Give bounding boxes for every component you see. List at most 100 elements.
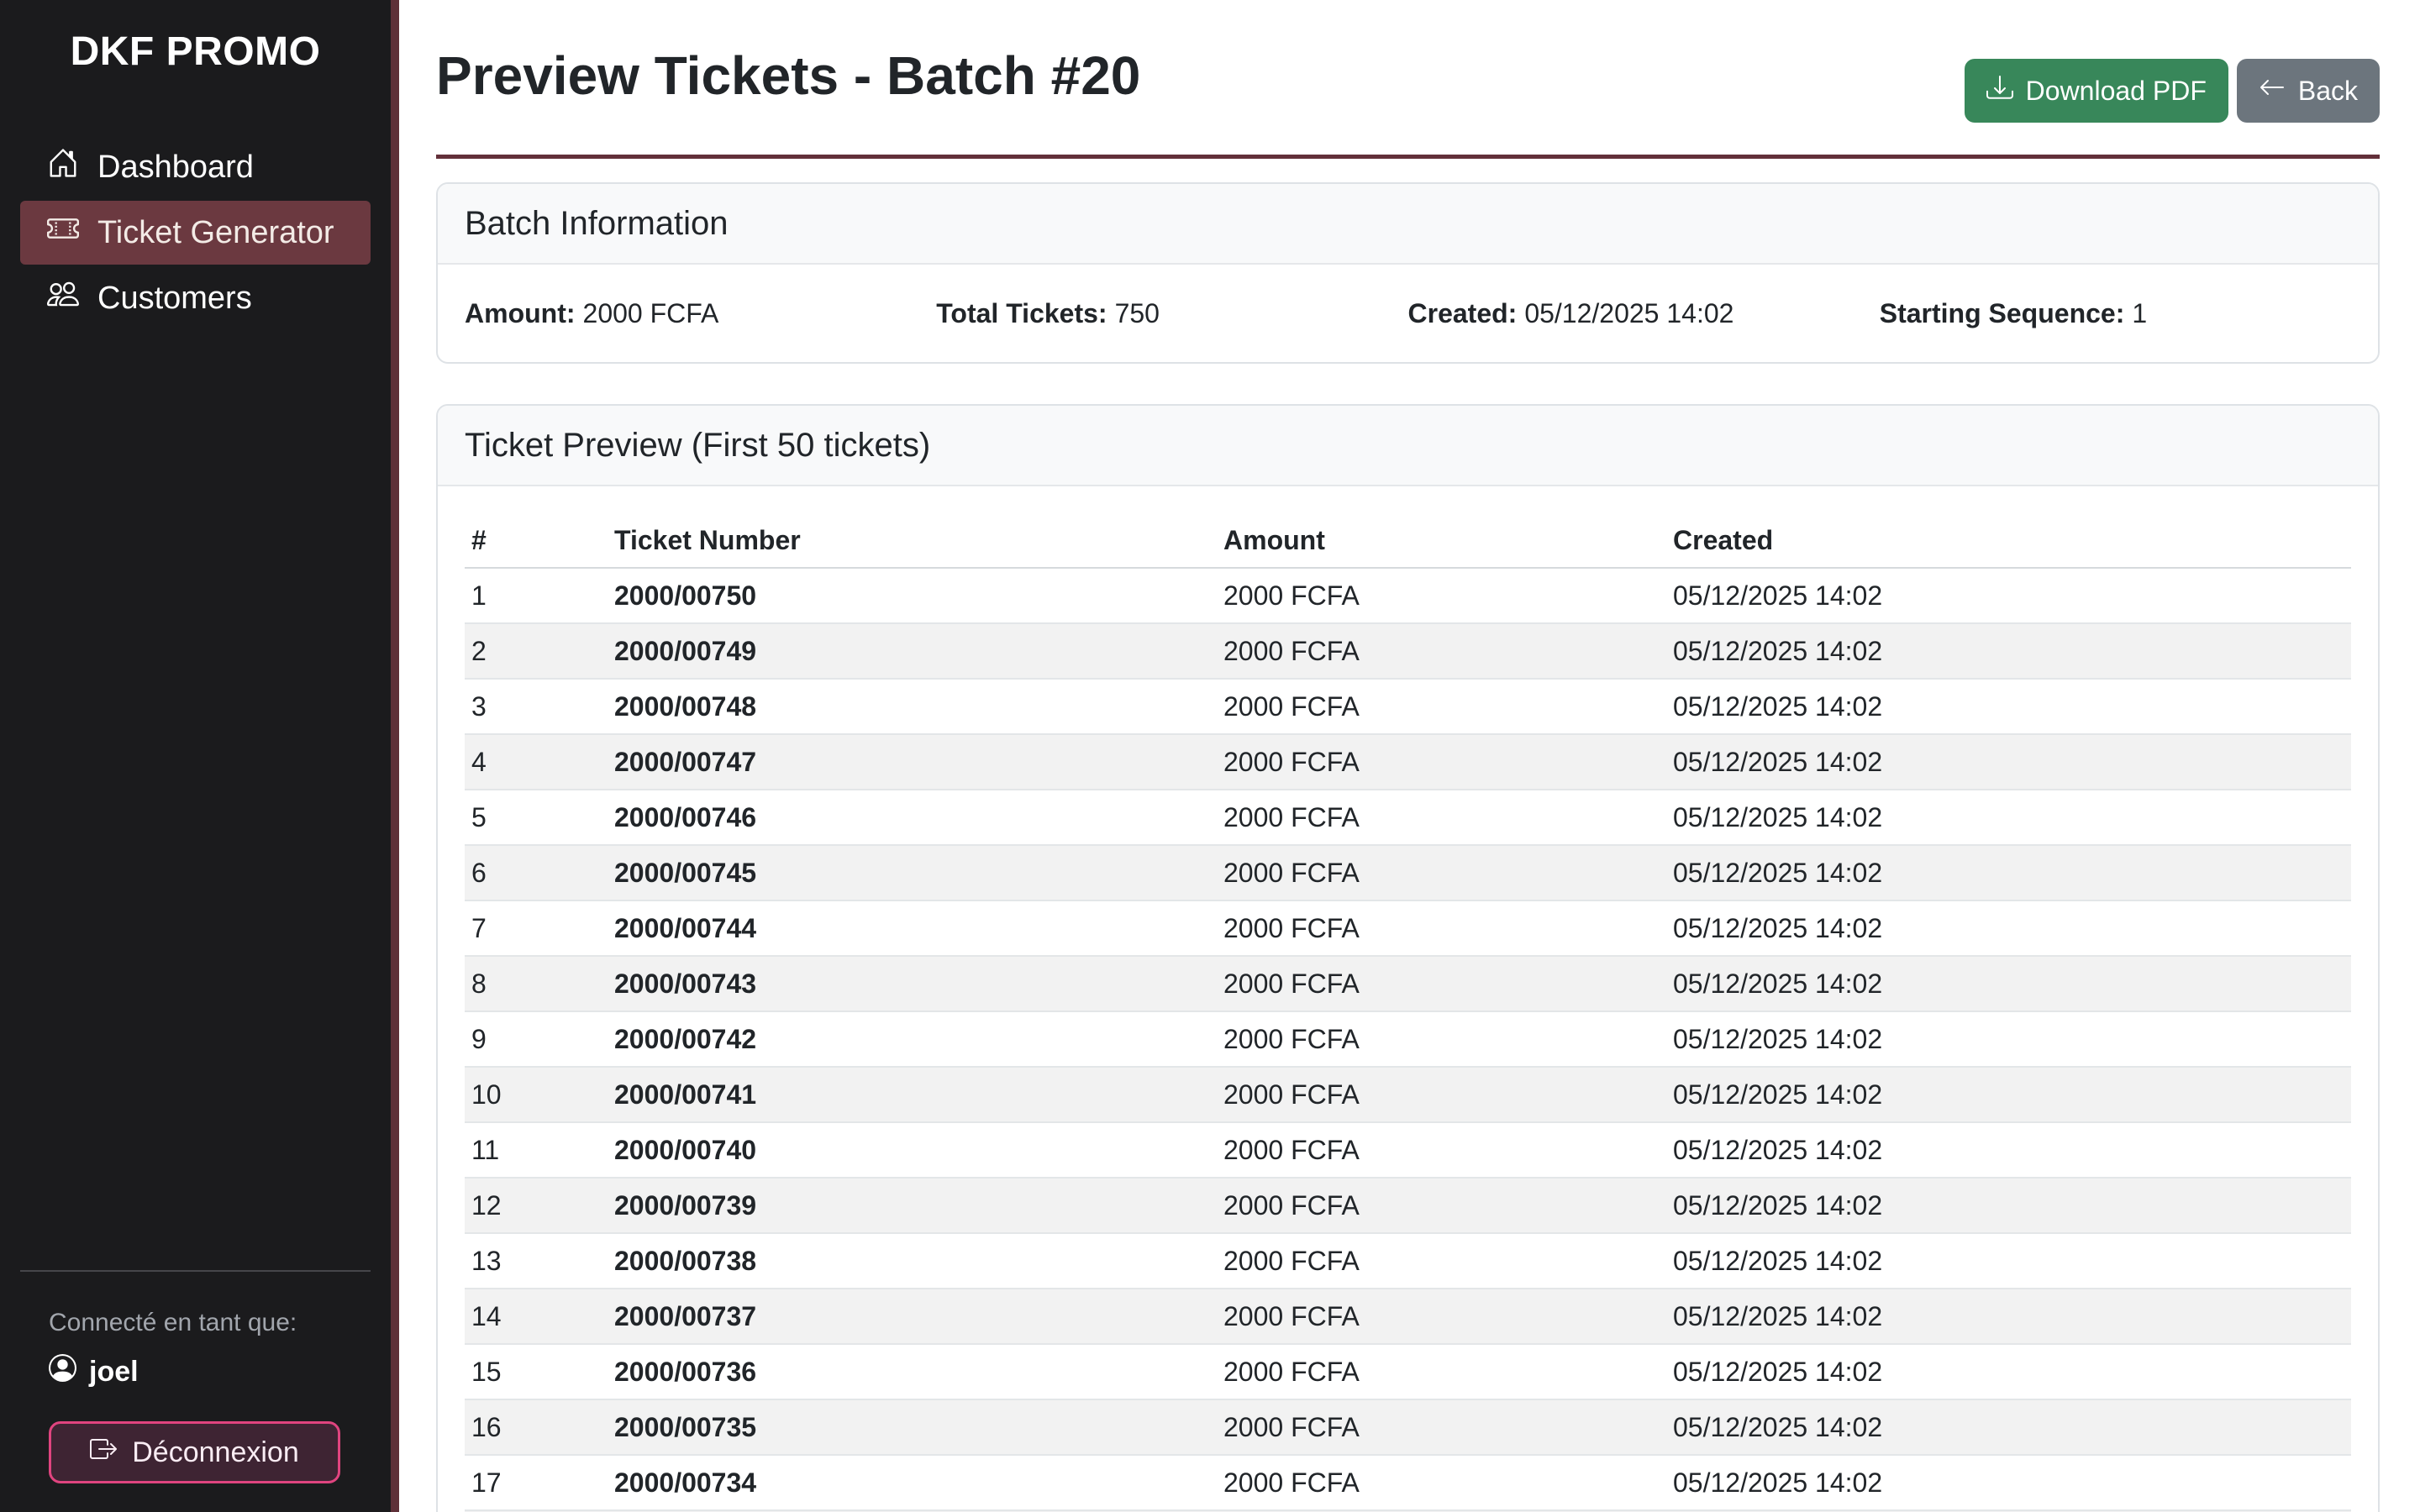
sidebar-item-customers[interactable]: Customers bbox=[20, 266, 371, 330]
table-row: 3 2000/00748 2000 FCFA 05/12/2025 14:02 bbox=[465, 679, 2351, 735]
sidebar-nav: Dashboard Ticket Generator Customers bbox=[0, 135, 391, 330]
amount-cell: 2000 FCFA bbox=[1217, 1510, 1666, 1512]
page-title: Preview Tickets - Batch #20 bbox=[436, 45, 1141, 106]
row-index-cell: 7 bbox=[465, 900, 608, 957]
batch-card-title: Batch Information bbox=[438, 184, 2378, 265]
batch-field: Starting Sequence: 1 bbox=[1880, 293, 2351, 333]
amount-cell: 2000 FCFA bbox=[1217, 623, 1666, 680]
batch-field: Amount: 2000 FCFA bbox=[465, 293, 936, 333]
created-cell: 05/12/2025 14:02 bbox=[1666, 956, 2351, 1012]
download-pdf-button[interactable]: Download PDF bbox=[1964, 59, 2228, 123]
col-header-amount: Amount bbox=[1217, 513, 1666, 569]
amount-cell: 2000 FCFA bbox=[1217, 900, 1666, 957]
created-cell: 05/12/2025 14:02 bbox=[1666, 1344, 2351, 1400]
batch-field: Created: 05/12/2025 14:02 bbox=[1408, 293, 1880, 333]
sidebar-divider bbox=[20, 1270, 371, 1272]
page-header: Preview Tickets - Batch #20 Download PDF… bbox=[436, 44, 2380, 123]
table-header-row: # Ticket Number Amount Created bbox=[465, 513, 2351, 569]
amount-cell: 2000 FCFA bbox=[1217, 1455, 1666, 1511]
created-cell: 05/12/2025 14:02 bbox=[1666, 1067, 2351, 1123]
ticket-number-cell: 2000/00744 bbox=[608, 900, 1217, 957]
batch-field-label: Starting Sequence: bbox=[1879, 298, 2125, 328]
row-index-cell: 17 bbox=[465, 1455, 608, 1511]
sidebar-item-label: Ticket Generator bbox=[97, 214, 334, 250]
ticket-number-cell: 2000/00749 bbox=[608, 623, 1217, 680]
ticket-number-cell: 2000/00748 bbox=[608, 679, 1217, 735]
created-cell: 05/12/2025 14:02 bbox=[1666, 1011, 2351, 1068]
col-header-created: Created bbox=[1666, 513, 2351, 569]
sidebar-footer: Connecté en tant que: joel Déconnexion bbox=[0, 1270, 391, 1512]
created-cell: 05/12/2025 14:02 bbox=[1666, 1510, 2351, 1512]
row-index-cell: 16 bbox=[465, 1399, 608, 1456]
username: joel bbox=[89, 1355, 139, 1388]
amount-cell: 2000 FCFA bbox=[1217, 1344, 1666, 1400]
ticket-number-cell: 2000/00742 bbox=[608, 1011, 1217, 1068]
ticket-number-cell: 2000/00741 bbox=[608, 1067, 1217, 1123]
table-row: 4 2000/00747 2000 FCFA 05/12/2025 14:02 bbox=[465, 734, 2351, 790]
amount-cell: 2000 FCFA bbox=[1217, 1067, 1666, 1123]
created-cell: 05/12/2025 14:02 bbox=[1666, 1178, 2351, 1234]
back-button[interactable]: Back bbox=[2236, 59, 2380, 123]
ticket-number-cell: 2000/00740 bbox=[608, 1122, 1217, 1179]
ticket-number-cell: 2000/00734 bbox=[608, 1455, 1217, 1511]
person-circle-icon bbox=[49, 1354, 76, 1389]
batch-field-value: 750 bbox=[1114, 298, 1160, 328]
row-index-cell: 9 bbox=[465, 1011, 608, 1068]
batch-field-value: 05/12/2025 14:02 bbox=[1524, 298, 1734, 328]
created-cell: 05/12/2025 14:02 bbox=[1666, 679, 2351, 735]
sidebar-item-dashboard[interactable]: Dashboard bbox=[20, 135, 371, 199]
download-icon bbox=[1986, 74, 2013, 108]
amount-cell: 2000 FCFA bbox=[1217, 679, 1666, 735]
amount-cell: 2000 FCFA bbox=[1217, 1233, 1666, 1289]
table-row: 10 2000/00741 2000 FCFA 05/12/2025 14:02 bbox=[465, 1067, 2351, 1123]
logout-button[interactable]: Déconnexion bbox=[49, 1421, 340, 1483]
created-cell: 05/12/2025 14:02 bbox=[1666, 1399, 2351, 1456]
amount-cell: 2000 FCFA bbox=[1217, 734, 1666, 790]
ticket-preview-title: Ticket Preview (First 50 tickets) bbox=[438, 406, 2378, 486]
main-content: Preview Tickets - Batch #20 Download PDF… bbox=[399, 0, 2420, 1512]
table-row: 7 2000/00744 2000 FCFA 05/12/2025 14:02 bbox=[465, 900, 2351, 957]
created-cell: 05/12/2025 14:02 bbox=[1666, 568, 2351, 624]
batch-information-card: Batch Information Amount: 2000 FCFA Total… bbox=[436, 182, 2380, 364]
table-row: 14 2000/00737 2000 FCFA 05/12/2025 14:02 bbox=[465, 1289, 2351, 1345]
ticket-number-cell: 2000/00735 bbox=[608, 1399, 1217, 1456]
row-index-cell: 14 bbox=[465, 1289, 608, 1345]
download-pdf-label: Download PDF bbox=[2025, 75, 2207, 106]
col-header-index: # bbox=[465, 513, 608, 569]
sidebar-item-ticket-generator[interactable]: Ticket Generator bbox=[20, 201, 371, 265]
batch-field-label: Amount: bbox=[465, 298, 576, 328]
amount-cell: 2000 FCFA bbox=[1217, 845, 1666, 901]
title-rule bbox=[436, 155, 2380, 159]
row-index-cell: 12 bbox=[465, 1178, 608, 1234]
people-icon bbox=[47, 278, 79, 318]
amount-cell: 2000 FCFA bbox=[1217, 1011, 1666, 1068]
created-cell: 05/12/2025 14:02 bbox=[1666, 1455, 2351, 1511]
table-row: 1 2000/00750 2000 FCFA 05/12/2025 14:02 bbox=[465, 568, 2351, 624]
table-row: 15 2000/00736 2000 FCFA 05/12/2025 14:02 bbox=[465, 1344, 2351, 1400]
table-row: 13 2000/00738 2000 FCFA 05/12/2025 14:02 bbox=[465, 1233, 2351, 1289]
table-row: 11 2000/00740 2000 FCFA 05/12/2025 14:02 bbox=[465, 1122, 2351, 1179]
row-index-cell: 5 bbox=[465, 790, 608, 846]
brand-title: DKF PROMO bbox=[70, 29, 321, 74]
amount-cell: 2000 FCFA bbox=[1217, 1178, 1666, 1234]
ticket-number-cell: 2000/00733 bbox=[608, 1510, 1217, 1512]
batch-field-value: 1 bbox=[2132, 298, 2148, 328]
header-buttons: Download PDF Back bbox=[1964, 59, 2380, 123]
ticket-number-cell: 2000/00737 bbox=[608, 1289, 1217, 1345]
ticket-number-cell: 2000/00739 bbox=[608, 1178, 1217, 1234]
table-row: 18 2000/00733 2000 FCFA 05/12/2025 14:02 bbox=[465, 1510, 2351, 1512]
sidebar-item-label: Customers bbox=[97, 280, 252, 316]
amount-cell: 2000 FCFA bbox=[1217, 790, 1666, 846]
row-index-cell: 18 bbox=[465, 1510, 608, 1512]
created-cell: 05/12/2025 14:02 bbox=[1666, 1289, 2351, 1345]
batch-field-label: Created: bbox=[1407, 298, 1518, 328]
current-user: joel bbox=[49, 1354, 340, 1389]
ticket-number-cell: 2000/00745 bbox=[608, 845, 1217, 901]
table-row: 8 2000/00743 2000 FCFA 05/12/2025 14:02 bbox=[465, 956, 2351, 1012]
sidebar: DKF PROMO Dashboard Ticket Generator Cus… bbox=[0, 0, 399, 1512]
ticket-number-cell: 2000/00746 bbox=[608, 790, 1217, 846]
row-index-cell: 4 bbox=[465, 734, 608, 790]
created-cell: 05/12/2025 14:02 bbox=[1666, 734, 2351, 790]
batch-fields: Amount: 2000 FCFA Total Tickets: 750 Creat… bbox=[438, 265, 2378, 362]
table-row: 16 2000/00735 2000 FCFA 05/12/2025 14:02 bbox=[465, 1399, 2351, 1456]
